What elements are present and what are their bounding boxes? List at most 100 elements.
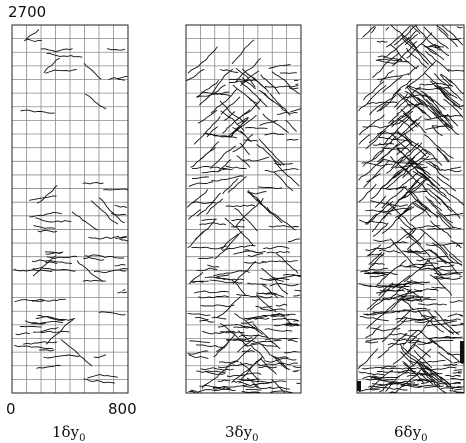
crack	[394, 92, 412, 108]
crack	[256, 380, 273, 384]
crack	[368, 251, 383, 265]
crack	[260, 74, 280, 95]
crack	[424, 264, 455, 270]
crack	[287, 238, 300, 243]
crack	[413, 288, 439, 292]
crack	[399, 343, 420, 362]
crack	[187, 46, 218, 74]
crack	[363, 81, 385, 101]
crack	[443, 318, 462, 322]
crack	[365, 130, 387, 150]
crack	[446, 353, 462, 356]
crack	[432, 163, 450, 181]
crack	[232, 84, 259, 105]
crack	[403, 132, 431, 156]
crack	[45, 68, 77, 74]
crack	[211, 68, 234, 95]
crack	[404, 298, 436, 302]
crack	[418, 50, 434, 66]
crack	[220, 323, 249, 348]
crack	[288, 339, 298, 343]
crack	[399, 350, 415, 367]
crack	[408, 161, 436, 187]
crack	[44, 251, 63, 254]
crack	[272, 355, 291, 371]
crack	[398, 110, 414, 124]
crack	[275, 253, 299, 274]
crack	[251, 339, 282, 345]
crack	[386, 155, 406, 174]
crack	[449, 300, 463, 303]
crack	[217, 159, 232, 173]
crack	[261, 283, 278, 299]
crack	[447, 313, 463, 318]
crack	[370, 200, 409, 207]
crack	[419, 228, 448, 255]
crack	[420, 90, 435, 103]
cracks	[186, 39, 302, 394]
crack	[406, 47, 428, 69]
crack	[229, 78, 257, 83]
crack	[190, 389, 206, 393]
crack	[402, 112, 419, 128]
crack	[258, 365, 277, 369]
crack	[392, 241, 408, 244]
crack	[241, 77, 256, 90]
crack	[407, 85, 421, 90]
crack	[412, 94, 428, 108]
crack	[198, 295, 229, 299]
crack	[292, 369, 300, 372]
crack	[430, 220, 452, 239]
crack	[245, 315, 268, 320]
crack	[241, 68, 267, 89]
crack	[39, 330, 70, 334]
crack	[294, 289, 301, 292]
crack	[433, 73, 463, 102]
crack	[396, 309, 412, 324]
spalling	[357, 381, 361, 391]
crack	[37, 230, 57, 233]
crack	[377, 348, 390, 359]
crack	[71, 211, 99, 231]
crack	[247, 253, 263, 257]
crack	[88, 235, 120, 240]
crack	[284, 323, 298, 326]
crack	[379, 289, 404, 292]
crack	[443, 212, 464, 217]
crack	[448, 330, 461, 334]
crack	[391, 281, 424, 286]
crack	[424, 385, 444, 389]
crack	[362, 365, 397, 370]
crack	[261, 91, 287, 112]
crack	[372, 382, 400, 386]
crack	[446, 113, 459, 127]
crack	[459, 314, 463, 317]
crack	[256, 144, 282, 167]
crack	[192, 166, 228, 170]
crack	[417, 97, 444, 121]
crack	[231, 356, 264, 383]
crack	[362, 25, 375, 38]
crack	[412, 170, 428, 181]
crack	[108, 75, 128, 80]
crack	[227, 176, 247, 193]
crack	[406, 290, 423, 293]
crack	[440, 186, 464, 206]
crack	[372, 65, 385, 79]
crack	[400, 165, 429, 191]
crack	[381, 209, 406, 234]
crack	[460, 322, 464, 325]
crack	[428, 189, 453, 213]
crack	[414, 202, 432, 218]
crack	[417, 329, 440, 349]
crack	[407, 338, 420, 353]
label-main: 6δy	[394, 423, 422, 441]
crack	[358, 158, 385, 181]
crack	[29, 211, 63, 218]
crack	[107, 48, 126, 51]
crack	[119, 238, 128, 242]
crack	[285, 81, 300, 95]
crack	[414, 319, 449, 324]
crack	[385, 164, 412, 189]
